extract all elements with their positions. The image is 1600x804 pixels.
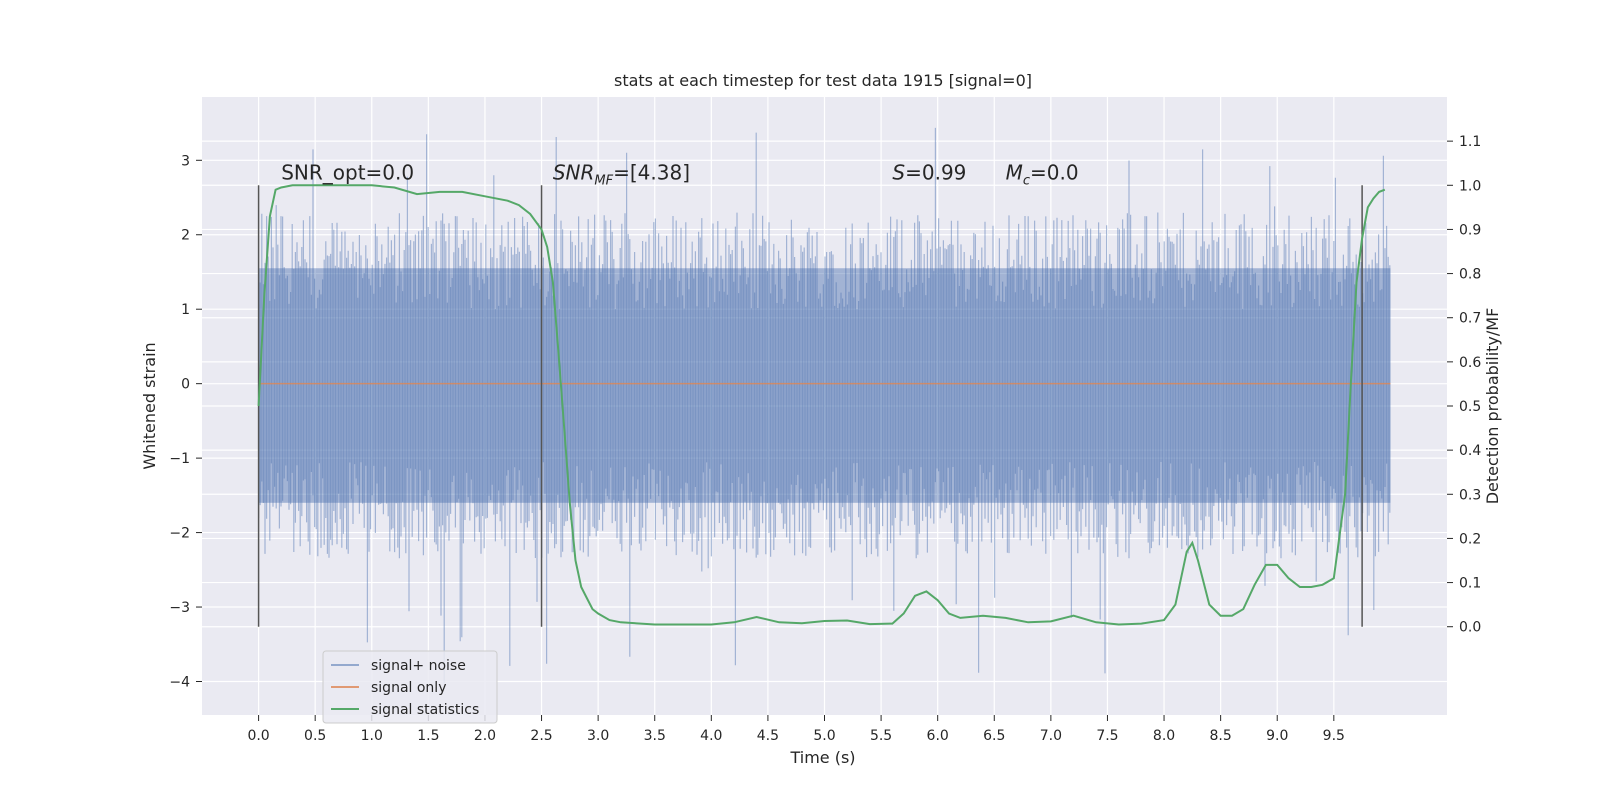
y2-tick-label: 0.6 [1459, 355, 1481, 371]
y2-tick-label: 0.5 [1459, 399, 1481, 415]
y-tick-label: 0 [181, 377, 190, 393]
x-tick-label: 7.5 [1096, 728, 1118, 744]
y2-tick-label: 0.1 [1459, 576, 1481, 592]
vertical-markers [257, 185, 1363, 627]
annotation-3: S=0.99 [892, 160, 966, 184]
legend: signal+ noise signal only signal statistic… [322, 650, 498, 724]
annotation-1: SNR_opt=0.0 [281, 160, 414, 184]
noise-series [258, 127, 1391, 684]
y-tick-label: 1 [181, 302, 190, 318]
y2-axis-ticks: 1.1 1.0 0.9 0.8 0.7 0.6 0.5 0.4 0.3 0.2 0.1 0.0 [1447, 134, 1481, 636]
y-tick-label: −1 [169, 451, 190, 467]
x-tick-label: 3.5 [644, 728, 666, 744]
x-axis-ticks: 0.0 0.5 1.0 1.5 2.0 2.5 3.0 3.5 4.0 4.5 5.0 5.5 6.0 6… [247, 715, 1345, 744]
y-tick-label: −4 [169, 674, 190, 690]
x-tick-label: 8.0 [1153, 728, 1175, 744]
chart-title: stats at each timestep for test data 191… [614, 71, 1032, 90]
x-tick-label: 8.5 [1210, 728, 1232, 744]
x-tick-label: 1.0 [361, 728, 383, 744]
annotation-4: Mc=0.0 [1006, 160, 1079, 188]
legend-label: signal statistics [371, 702, 479, 718]
x-tick-label: 6.0 [927, 728, 949, 744]
y2-tick-label: 0.4 [1459, 443, 1481, 459]
x-tick-label: 2.0 [474, 728, 496, 744]
x-tick-label: 4.0 [700, 728, 722, 744]
x-tick-label: 5.5 [870, 728, 892, 744]
y2-tick-label: 0.8 [1459, 267, 1481, 283]
x-tick-label: 5.0 [813, 728, 835, 744]
x-tick-label: 7.0 [1040, 728, 1062, 744]
y-tick-label: 3 [181, 153, 190, 169]
x-axis-label: Time (s) [789, 748, 855, 767]
x-tick-label: 4.5 [757, 728, 779, 744]
y2-tick-label: 1.0 [1459, 178, 1481, 194]
y-axis-label: Whitened strain [140, 342, 159, 469]
y-axis-ticks: 3 2 1 0 −1 −2 −3 −4 [169, 153, 202, 690]
signal-statistics-line [257, 184, 1386, 626]
noise-band [258, 268, 1391, 503]
x-tick-label: 1.5 [417, 728, 439, 744]
y2-tick-label: 0.3 [1459, 487, 1481, 503]
legend-label: signal only [371, 680, 446, 696]
legend-label: signal+ noise [371, 658, 466, 674]
y2-tick-label: 0.2 [1459, 531, 1481, 547]
x-tick-label: 2.5 [530, 728, 552, 744]
y2-tick-label: 0.0 [1459, 620, 1481, 636]
y-tick-label: 2 [181, 228, 190, 244]
annotation-2: SNRMF=[4.38] [553, 160, 690, 188]
y2-tick-label: 1.1 [1459, 134, 1481, 150]
legend-box [322, 650, 498, 724]
x-tick-label: 6.5 [983, 728, 1005, 744]
x-tick-label: 0.5 [304, 728, 326, 744]
x-tick-label: 0.0 [247, 728, 269, 744]
y-tick-label: −2 [169, 526, 190, 542]
annotations: SNR_opt=0.0 SNRMF=[4.38] S=0.99 Mc=0.0 [281, 160, 1078, 188]
y2-tick-label: 0.9 [1459, 222, 1481, 238]
grid [202, 97, 1447, 715]
x-tick-label: 9.0 [1266, 728, 1288, 744]
y2-tick-label: 0.7 [1459, 311, 1481, 327]
y2-axis-label: Detection probability/MF [1483, 308, 1502, 505]
x-tick-label: 9.5 [1323, 728, 1345, 744]
y-tick-label: −3 [169, 600, 190, 616]
x-tick-label: 3.0 [587, 728, 609, 744]
